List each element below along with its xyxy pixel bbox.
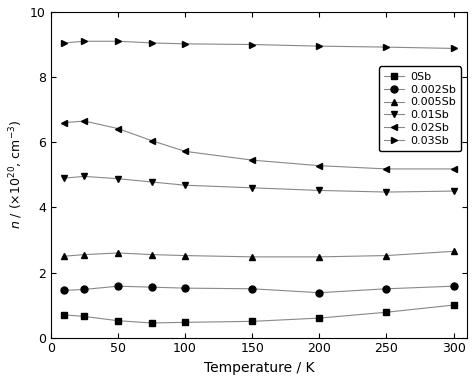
0.01Sb [62, 176, 67, 180]
0.02Sb [451, 167, 456, 171]
0.02Sb [383, 167, 389, 171]
0.03Sb [383, 45, 389, 49]
0.005Sb [317, 254, 322, 259]
0.01Sb [149, 180, 155, 184]
0.002Sb [317, 290, 322, 295]
0.005Sb [62, 254, 67, 259]
0.005Sb [149, 252, 155, 257]
0.01Sb [451, 189, 456, 193]
Legend: 0Sb, 0.002Sb, 0.005Sb, 0.01Sb, 0.02Sb, 0.03Sb: 0Sb, 0.002Sb, 0.005Sb, 0.01Sb, 0.02Sb, 0… [379, 66, 461, 151]
0.02Sb [317, 163, 322, 168]
0.02Sb [182, 149, 188, 154]
0.03Sb [249, 42, 255, 47]
0.01Sb [249, 186, 255, 190]
0Sb [249, 319, 255, 324]
0.02Sb [115, 126, 121, 131]
Line: 0.03Sb: 0.03Sb [61, 38, 457, 52]
X-axis label: Temperature / K: Temperature / K [204, 361, 314, 375]
0.03Sb [149, 40, 155, 45]
0.002Sb [182, 286, 188, 290]
0.03Sb [451, 46, 456, 51]
0.03Sb [317, 44, 322, 49]
Y-axis label: $n$ / ($\times10^{20}$, cm$^{-3}$): $n$ / ($\times10^{20}$, cm$^{-3}$) [7, 120, 25, 229]
0.01Sb [82, 174, 87, 179]
Line: 0Sb: 0Sb [61, 302, 457, 327]
Line: 0.02Sb: 0.02Sb [61, 118, 457, 172]
0.03Sb [82, 39, 87, 44]
0.002Sb [62, 288, 67, 293]
Line: 0.002Sb: 0.002Sb [61, 283, 457, 296]
0Sb [62, 312, 67, 317]
0.005Sb [82, 252, 87, 257]
0Sb [383, 310, 389, 314]
0.02Sb [149, 138, 155, 143]
0.002Sb [451, 284, 456, 288]
0Sb [451, 303, 456, 308]
0.005Sb [115, 251, 121, 255]
0.002Sb [82, 287, 87, 292]
0.005Sb [383, 253, 389, 258]
0.01Sb [317, 188, 322, 193]
0.005Sb [182, 253, 188, 258]
0.002Sb [149, 285, 155, 290]
0Sb [82, 314, 87, 319]
0Sb [182, 320, 188, 325]
0.002Sb [115, 284, 121, 288]
0.01Sb [383, 190, 389, 194]
0Sb [115, 319, 121, 323]
0.03Sb [62, 40, 67, 45]
0.03Sb [182, 42, 188, 46]
0.005Sb [451, 249, 456, 254]
0.02Sb [249, 158, 255, 162]
0.002Sb [383, 286, 389, 291]
0.01Sb [115, 176, 121, 181]
0.03Sb [115, 39, 121, 44]
Line: 0.01Sb: 0.01Sb [61, 173, 457, 196]
0Sb [317, 316, 322, 320]
0.005Sb [249, 254, 255, 259]
0.002Sb [249, 286, 255, 291]
0Sb [149, 321, 155, 325]
0.02Sb [82, 119, 87, 123]
Line: 0.005Sb: 0.005Sb [61, 248, 457, 261]
0.01Sb [182, 183, 188, 188]
0.02Sb [62, 120, 67, 125]
